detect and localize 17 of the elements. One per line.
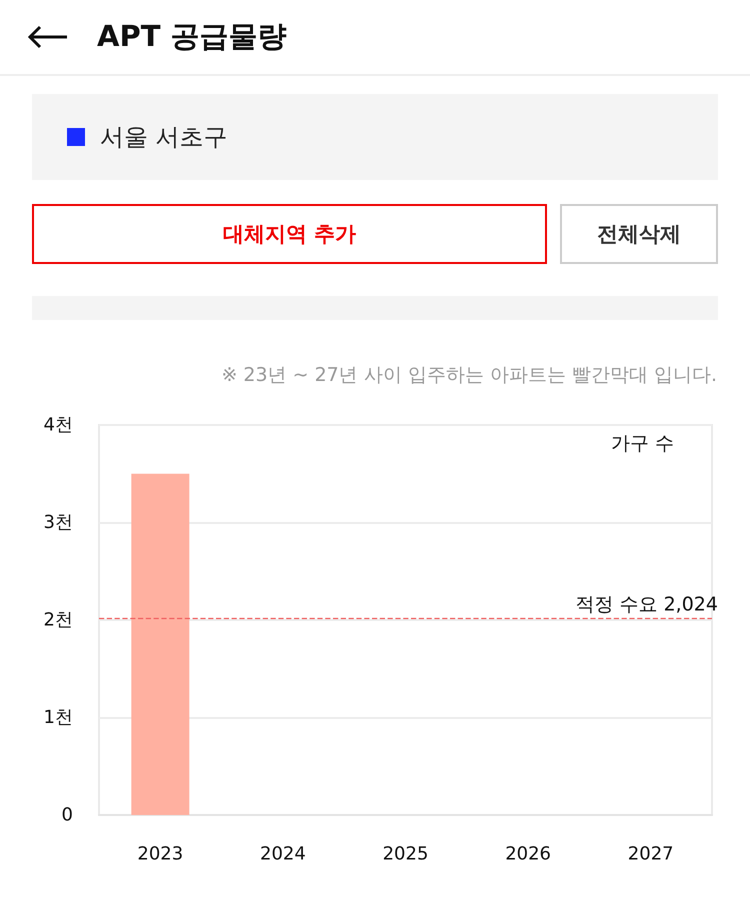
ref-line-label: 적정 수요 2,024 — [576, 594, 718, 616]
chart-title: APT 공급물량 — [97, 18, 287, 55]
y-tick-label: 1천 — [44, 707, 73, 728]
y-axis-title: 가구 수 — [610, 432, 674, 454]
y-tick-label: 4천 — [44, 414, 73, 436]
y-tick-label: 0 — [62, 804, 73, 826]
y-tick-label: 2천 — [44, 610, 73, 630]
x-tick-label: 2024 — [260, 844, 306, 864]
text: 대체지역 추가 — [32, 204, 547, 264]
chart-subtitle: 서울 서초구 — [100, 122, 228, 153]
x-tick-label: 2025 — [382, 844, 428, 864]
x-tick-label: 2027 — [628, 844, 674, 864]
text: ※ 23년 ~ 27년 사이 입주하는 아파트는 빨간막대 입니다. — [221, 363, 717, 388]
x-tick-label: 2023 — [137, 844, 184, 864]
text: 전체삭제 — [560, 204, 718, 264]
x-tick-label: 2026 — [505, 844, 552, 864]
y-tick-label: 3천 — [44, 512, 73, 533]
